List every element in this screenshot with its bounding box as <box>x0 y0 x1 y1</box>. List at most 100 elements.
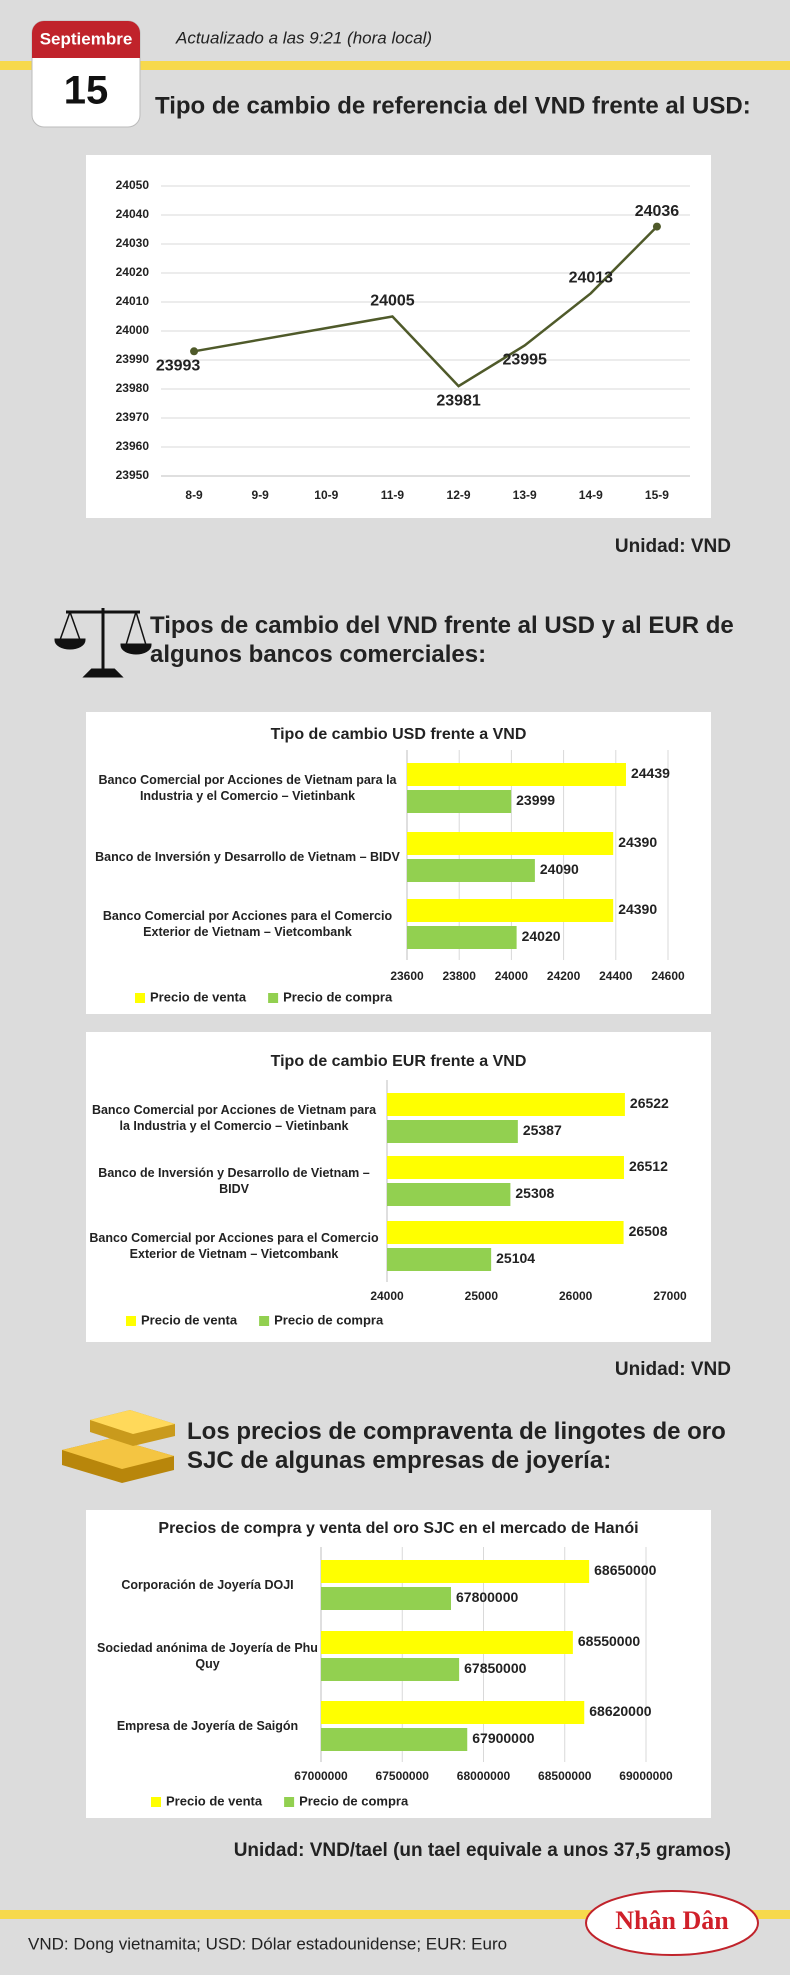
data-label: 24439 <box>631 765 670 781</box>
category-label: Empresa de Joyería de Saigón <box>116 1718 299 1733</box>
category-box: Banco Comercial por Acciones para el Com… <box>89 1230 379 1261</box>
category-label: Banco Comercial por Acciones para el Com… <box>89 1230 379 1261</box>
x-tick-label: 24600 <box>651 969 685 983</box>
x-tick-label: 68500000 <box>538 1769 592 1783</box>
y-tick-label: 24000 <box>116 323 150 337</box>
stripe <box>0 1910 790 1919</box>
x-tick-label: 23800 <box>443 969 477 983</box>
bar <box>321 1631 573 1654</box>
data-label: 24013 <box>569 270 614 287</box>
legend-label: Precio de compra <box>299 1793 409 1808</box>
category-box: Banco Comercial por Acciones de Vietnam … <box>98 772 397 803</box>
stripe <box>0 61 790 70</box>
footer-note: VND: Dong vietnamita; USD: Dólar estadou… <box>28 1934 507 1953</box>
bar <box>321 1658 460 1681</box>
chart-panel <box>86 155 711 518</box>
bar <box>407 832 614 855</box>
legend-swatch <box>126 1316 136 1326</box>
category-box: Corporación de Joyería DOJI <box>121 1577 294 1592</box>
x-tick-label: 69000000 <box>619 1769 673 1783</box>
category-box: Banco de Inversión y Desarrollo de Vietn… <box>98 1166 369 1196</box>
data-label: 24020 <box>522 928 561 944</box>
legend-swatch <box>284 1797 295 1807</box>
chart-title: Tipo de cambio EUR frente a VND <box>271 1053 527 1070</box>
x-tick-label: 13-9 <box>513 488 537 502</box>
bar <box>407 763 626 786</box>
gold-icon <box>62 1410 175 1483</box>
x-tick-label: 24400 <box>599 969 633 983</box>
data-label: 68650000 <box>594 1562 657 1578</box>
legend-label: Precio de venta <box>141 1312 238 1327</box>
y-tick-label: 23980 <box>116 381 150 395</box>
day: 15 <box>64 69 109 113</box>
data-label: 26522 <box>630 1095 669 1111</box>
data-label: 24036 <box>635 203 680 220</box>
bar <box>321 1587 451 1610</box>
bar <box>387 1120 518 1143</box>
unit: Unidad: VND <box>615 1359 731 1380</box>
category-box: Empresa de Joyería de Saigón <box>116 1718 299 1733</box>
section-title: Tipo de cambio de referencia del VND fre… <box>155 92 751 119</box>
bar <box>387 1183 511 1206</box>
bar <box>321 1560 590 1583</box>
x-tick-label: 27000 <box>653 1289 687 1303</box>
data-label: 23999 <box>516 792 555 808</box>
x-tick-label: 12-9 <box>447 488 471 502</box>
data-label: 67850000 <box>464 1660 527 1676</box>
chart-panel <box>86 712 711 1014</box>
bar <box>321 1728 468 1751</box>
y-tick-label: 24040 <box>116 207 150 221</box>
x-tick-label: 15-9 <box>645 488 669 502</box>
bar <box>387 1156 624 1179</box>
logo: Nhân Dân <box>615 1906 729 1935</box>
legend-swatch <box>135 993 145 1003</box>
bar <box>407 899 614 922</box>
point <box>652 222 661 231</box>
category-box: Banco de Inversión y Desarrollo de Vietn… <box>95 849 400 864</box>
data-label: 24090 <box>540 861 579 877</box>
category-label: Corporación de Joyería DOJI <box>121 1577 294 1592</box>
logo-ring <box>585 1890 759 1956</box>
data-label: 23993 <box>156 358 201 375</box>
calendar: Septiembre 15 <box>31 20 141 128</box>
data-label: 23995 <box>502 352 547 369</box>
data-label: 25104 <box>496 1250 535 1266</box>
scale-icon <box>54 608 152 678</box>
category-box: Banco Comercial por Acciones para el Com… <box>103 909 392 939</box>
x-tick-label: 9-9 <box>252 488 270 502</box>
data-label: 26512 <box>629 1158 668 1174</box>
calendar-top <box>32 21 140 58</box>
bar <box>387 1093 625 1116</box>
data-label: 25308 <box>515 1185 554 1201</box>
data-label: 23981 <box>436 392 481 409</box>
category-label: Banco Comercial por Acciones de Vietnam … <box>91 1102 377 1133</box>
section-title: Los precios de compraventa de lingotes d… <box>187 1418 726 1474</box>
category-label: Banco de Inversión y Desarrollo de Vietn… <box>95 849 400 864</box>
y-tick-label: 23960 <box>116 439 150 453</box>
unit: Unidad: VND/tael (un tael equivale a uno… <box>234 1840 731 1861</box>
data-label: 24390 <box>618 834 657 850</box>
section-title-box: Los precios de compraventa de lingotes d… <box>187 1418 726 1474</box>
y-tick-label: 23990 <box>116 352 150 366</box>
x-tick-label: 25000 <box>465 1289 499 1303</box>
category-label: Banco Comercial por Acciones de Vietnam … <box>98 772 397 803</box>
bar <box>407 859 535 882</box>
legend-swatch <box>268 993 279 1003</box>
bar <box>387 1221 624 1244</box>
y-tick-label: 24050 <box>116 178 150 192</box>
line <box>193 225 658 388</box>
x-tick-label: 8-9 <box>185 488 203 502</box>
legend-label: Precio de venta <box>150 989 247 1004</box>
x-tick-label: 14-9 <box>579 488 603 502</box>
data-label: 24005 <box>370 293 415 310</box>
x-tick-label: 24200 <box>547 969 581 983</box>
x-tick-label: 26000 <box>559 1289 593 1303</box>
legend-label: Precio de compra <box>283 989 393 1004</box>
x-tick-label: 67000000 <box>294 1769 348 1783</box>
legend-swatch <box>259 1316 270 1326</box>
legend-label: Precio de compra <box>274 1312 384 1327</box>
category-label: Sociedad anónima de Joyería de Phu Quy <box>97 1640 318 1671</box>
section-title-box: Tipos de cambio del VND frente al USD y … <box>150 612 734 668</box>
legend-swatch <box>151 1797 161 1807</box>
